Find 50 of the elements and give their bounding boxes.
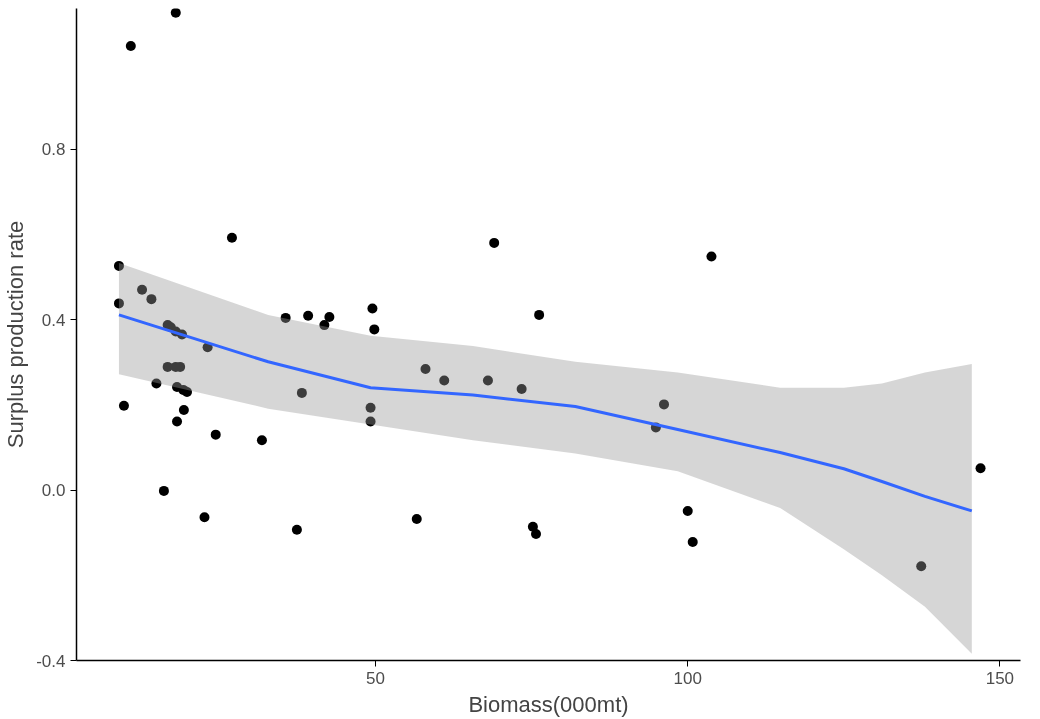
point bbox=[113, 298, 124, 309]
point bbox=[113, 260, 124, 271]
point bbox=[682, 505, 693, 516]
point bbox=[531, 528, 542, 539]
point bbox=[916, 561, 927, 572]
point bbox=[489, 237, 500, 248]
point bbox=[296, 387, 307, 398]
point bbox=[182, 387, 193, 398]
point bbox=[420, 364, 431, 375]
point bbox=[975, 463, 986, 474]
point bbox=[256, 435, 267, 446]
point bbox=[369, 324, 380, 335]
point bbox=[534, 309, 545, 320]
point bbox=[411, 514, 422, 525]
point bbox=[151, 378, 162, 389]
x-tick-label: 100 bbox=[673, 668, 702, 688]
y-tick-label: 0.8 bbox=[41, 140, 66, 160]
y-tick-label: -0.4 bbox=[36, 651, 66, 671]
y-tick-label: 0.0 bbox=[41, 481, 66, 501]
point bbox=[482, 375, 493, 386]
point bbox=[706, 251, 717, 262]
line-series bbox=[117, 313, 974, 513]
point bbox=[439, 375, 450, 386]
point bbox=[226, 232, 237, 243]
point bbox=[170, 8, 181, 18]
point bbox=[365, 416, 376, 427]
y-axis-title: Surplus production rate bbox=[3, 220, 29, 449]
point bbox=[324, 312, 335, 323]
point bbox=[118, 400, 129, 411]
x-axis-title: Biomass(000mt) bbox=[468, 691, 629, 717]
point bbox=[291, 524, 302, 535]
point bbox=[365, 402, 376, 413]
point bbox=[516, 384, 527, 395]
point bbox=[319, 320, 330, 331]
point bbox=[367, 303, 378, 314]
point bbox=[125, 41, 136, 51]
point bbox=[199, 512, 210, 523]
y-tick-label: 0.4 bbox=[41, 310, 66, 330]
point bbox=[178, 404, 189, 415]
point bbox=[172, 416, 183, 427]
point bbox=[137, 284, 148, 295]
point bbox=[303, 310, 314, 321]
x-tick-label: 150 bbox=[985, 668, 1015, 688]
point bbox=[210, 429, 221, 440]
point bbox=[687, 537, 698, 548]
point bbox=[280, 312, 291, 323]
point bbox=[146, 294, 157, 305]
point bbox=[158, 485, 169, 496]
point bbox=[659, 399, 669, 410]
x-tick-label: 50 bbox=[366, 668, 386, 688]
